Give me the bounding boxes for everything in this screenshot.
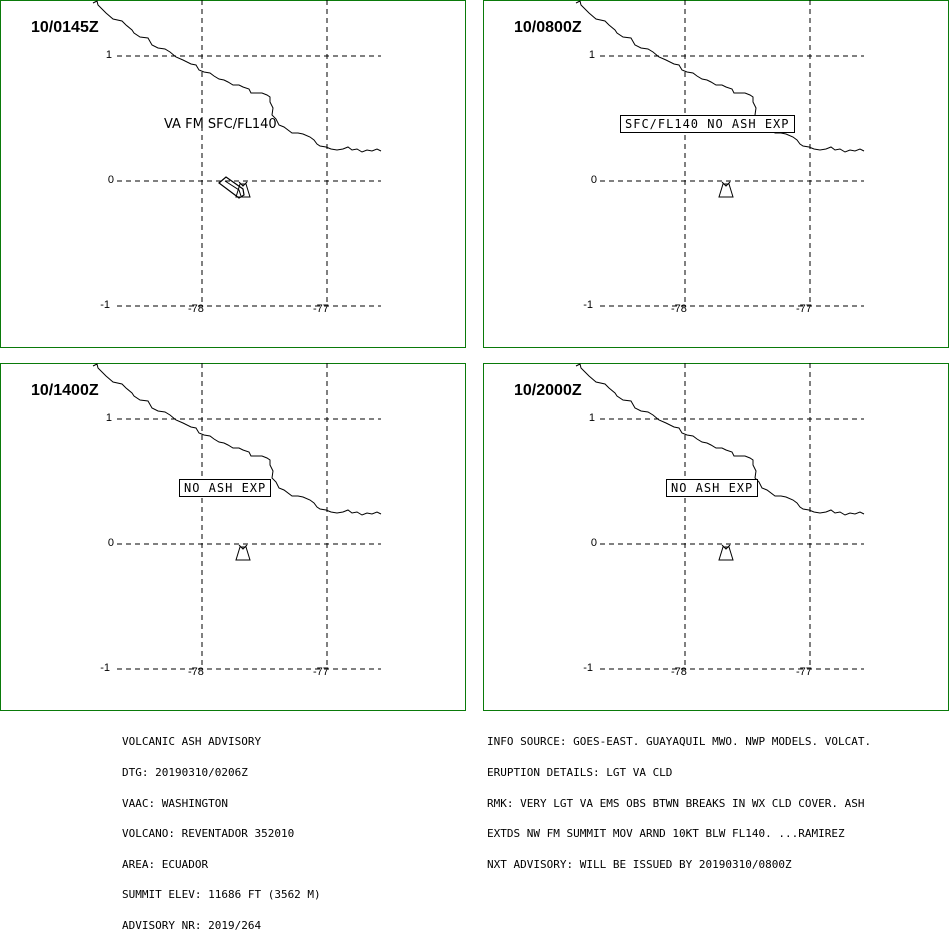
volcano-icon (235, 546, 251, 561)
volcano-vent-icon (238, 181, 248, 187)
advisory-line: DTG: 20190310/0206Z (122, 766, 248, 779)
forecast-annotation-box: NO ASH EXP (179, 479, 272, 497)
map-canvas (483, 0, 949, 348)
panel-border (483, 363, 949, 711)
ash-cloud-inner-line (224, 180, 242, 197)
coastline (575, 0, 865, 153)
map-panel-4: 10/2000Z 1 0 -1 -78 -77 NO ASH EXP (483, 363, 949, 712)
map-panel-2: 10/0800Z 1 0 -1 -78 -77 SFC/FL140 NO ASH… (483, 0, 949, 349)
advisory-header-block: VOLCANIC ASH ADVISORY DTG: 20190310/0206… (122, 717, 321, 941)
panel-time-label: 10/0800Z (514, 19, 582, 36)
volcano-vent-icon (721, 544, 731, 550)
advisory-details-block: INFO SOURCE: GOES-EAST. GUAYAQUIL MWO. N… (487, 717, 871, 880)
lat-label-minus1: -1 (100, 299, 110, 311)
volcano-vent-icon (238, 544, 248, 550)
lat-label-minus1: -1 (583, 299, 593, 311)
panel-border (483, 0, 949, 348)
volcano-vent-icon (721, 181, 731, 187)
lon-label-minus77: -77 (313, 666, 329, 678)
advisory-line: VOLCANIC ASH ADVISORY (122, 735, 262, 749)
panel-border (0, 0, 466, 348)
lon-label-minus78: -78 (671, 666, 687, 678)
advisory-line: INFO SOURCE: GOES-EAST. GUAYAQUIL MWO. N… (487, 735, 872, 749)
advisory-line: SUMMIT ELEV: 11686 FT (3562 M) (122, 888, 321, 902)
ash-cloud-polygon (218, 176, 245, 199)
advisory-line: VOLCANO: REVENTADOR 352010 (122, 827, 295, 841)
lat-label-0: 0 (107, 174, 114, 186)
advisory-line: VAAC: WASHINGTON (122, 796, 228, 810)
lon-label-minus77: -77 (796, 303, 812, 315)
panel-border (0, 363, 466, 711)
forecast-annotation-box: NO ASH EXP (666, 479, 759, 497)
lon-label-minus78: -78 (188, 666, 204, 678)
map-canvas (0, 0, 466, 348)
panel-time-label: 10/1400Z (31, 382, 99, 399)
lat-label-minus1: -1 (583, 662, 593, 674)
advisory-line: RMK: VERY LGT VA EMS OBS BTWN BREAKS IN … (487, 796, 865, 810)
advisory-line: AREA: ECUADOR (122, 857, 209, 871)
lat-label-0: 0 (590, 537, 597, 549)
coastline (92, 363, 382, 516)
coastline (575, 363, 865, 516)
lon-label-minus77: -77 (796, 666, 812, 678)
lat-label-0: 0 (107, 537, 114, 549)
advisory-line: ADVISORY NR: 2019/264 (122, 918, 262, 932)
lon-label-minus78: -78 (188, 303, 204, 315)
volcano-icon (718, 183, 734, 198)
lat-label-1: 1 (105, 49, 112, 61)
lat-label-1: 1 (588, 49, 595, 61)
lat-label-minus1: -1 (100, 662, 110, 674)
lat-label-1: 1 (105, 412, 112, 424)
panel-time-label: 10/0145Z (31, 19, 99, 36)
map-canvas (483, 363, 949, 711)
forecast-annotation-box: SFC/FL140 NO ASH EXP (620, 115, 795, 133)
map-canvas (0, 363, 466, 711)
advisory-line: EXTDS NW FM SUMMIT MOV ARND 10KT BLW FL1… (487, 827, 845, 841)
panel-time-label: 10/2000Z (514, 382, 582, 399)
volcano-icon (718, 546, 734, 561)
coastline (92, 0, 382, 153)
lon-label-minus77: -77 (313, 303, 329, 315)
map-panel-1: 10/0145Z 1 0 -1 -78 -77 VA FM SFC/FL140 (0, 0, 466, 349)
map-panel-3: 10/1400Z 1 0 -1 -78 -77 NO ASH EXP (0, 363, 466, 712)
advisory-line: NXT ADVISORY: WILL BE ISSUED BY 20190310… (487, 857, 792, 871)
va-annotation: VA FM SFC/FL140 (164, 117, 277, 132)
lat-label-1: 1 (588, 412, 595, 424)
advisory-line: ERUPTION DETAILS: LGT VA CLD (487, 766, 673, 779)
lon-label-minus78: -78 (671, 303, 687, 315)
lat-label-0: 0 (590, 174, 597, 186)
